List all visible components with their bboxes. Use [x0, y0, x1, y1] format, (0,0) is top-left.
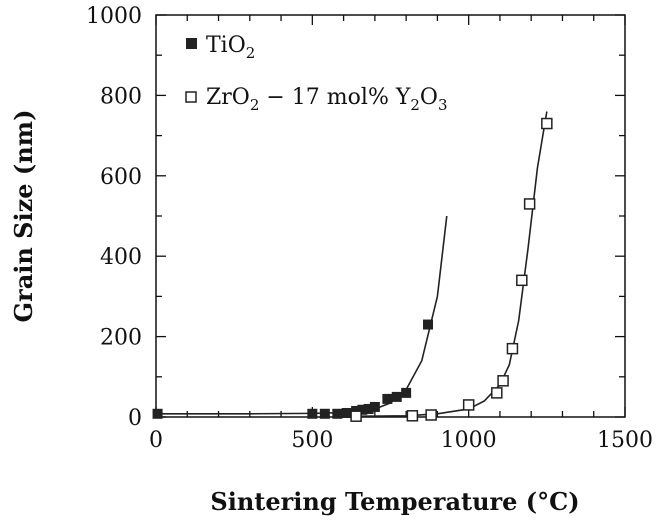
- x-tick-label: 1500: [597, 428, 653, 453]
- y-tick-label: 0: [128, 406, 142, 431]
- y-tick-label: 800: [100, 84, 142, 109]
- x-axis-title: Sintering Temperature (°C): [210, 487, 579, 516]
- tio2-data-point: [382, 393, 393, 404]
- zro2-data-point: [523, 198, 536, 210]
- y-tick-label: 400: [100, 245, 142, 270]
- x-tick-label: 500: [291, 428, 333, 453]
- zro2-data-point: [506, 342, 519, 355]
- tio2-data-point: [152, 408, 163, 419]
- zro2-data-point: [350, 410, 362, 422]
- tio2-data-point: [357, 404, 368, 415]
- x-tick-label: 1000: [441, 428, 497, 453]
- tio2-data-point: [391, 391, 402, 402]
- tio2-data-point: [332, 408, 343, 419]
- series-0-fit-curve: [156, 215, 448, 415]
- tio2-data-point: [369, 401, 380, 412]
- series-1-fit-curve: [359, 111, 548, 417]
- zro2-data-point: [497, 375, 509, 387]
- zro2-data-point: [462, 399, 475, 411]
- x-tick-label: 0: [149, 428, 163, 453]
- zro2-data-point: [541, 117, 553, 130]
- y-tick-label: 1000: [86, 4, 142, 29]
- tio2-data-point: [363, 403, 374, 414]
- y-axis-title: Grain Size (nm): [9, 110, 38, 323]
- tio2-data-point: [401, 387, 412, 398]
- tio2-data-point: [307, 408, 318, 419]
- legend-marker-zro2: [185, 91, 197, 103]
- zro2-data-point: [406, 410, 419, 422]
- y-tick-label: 200: [100, 326, 142, 351]
- legend-marker-tio2: [186, 38, 197, 49]
- plot-frame: [155, 14, 626, 418]
- legend-label-zro2: ZrO2 − 17 mol% Y2O3: [206, 85, 448, 114]
- plot-area: 0 500 1000 1500 0 200 400 600 800 1000: [86, 4, 653, 453]
- legend-label-tio2: TiO2: [206, 33, 255, 62]
- legend: TiO2 ZrO2 − 17 mol% Y2O3: [185, 33, 448, 114]
- zro2-data-point: [491, 387, 503, 399]
- tio2-data-point: [319, 408, 330, 419]
- tio2-data-point: [341, 407, 352, 418]
- zro2-data-point: [516, 274, 528, 287]
- tio2-data-point: [423, 319, 434, 330]
- y-tick-label: 600: [100, 165, 142, 190]
- zro2-data-point: [425, 409, 437, 421]
